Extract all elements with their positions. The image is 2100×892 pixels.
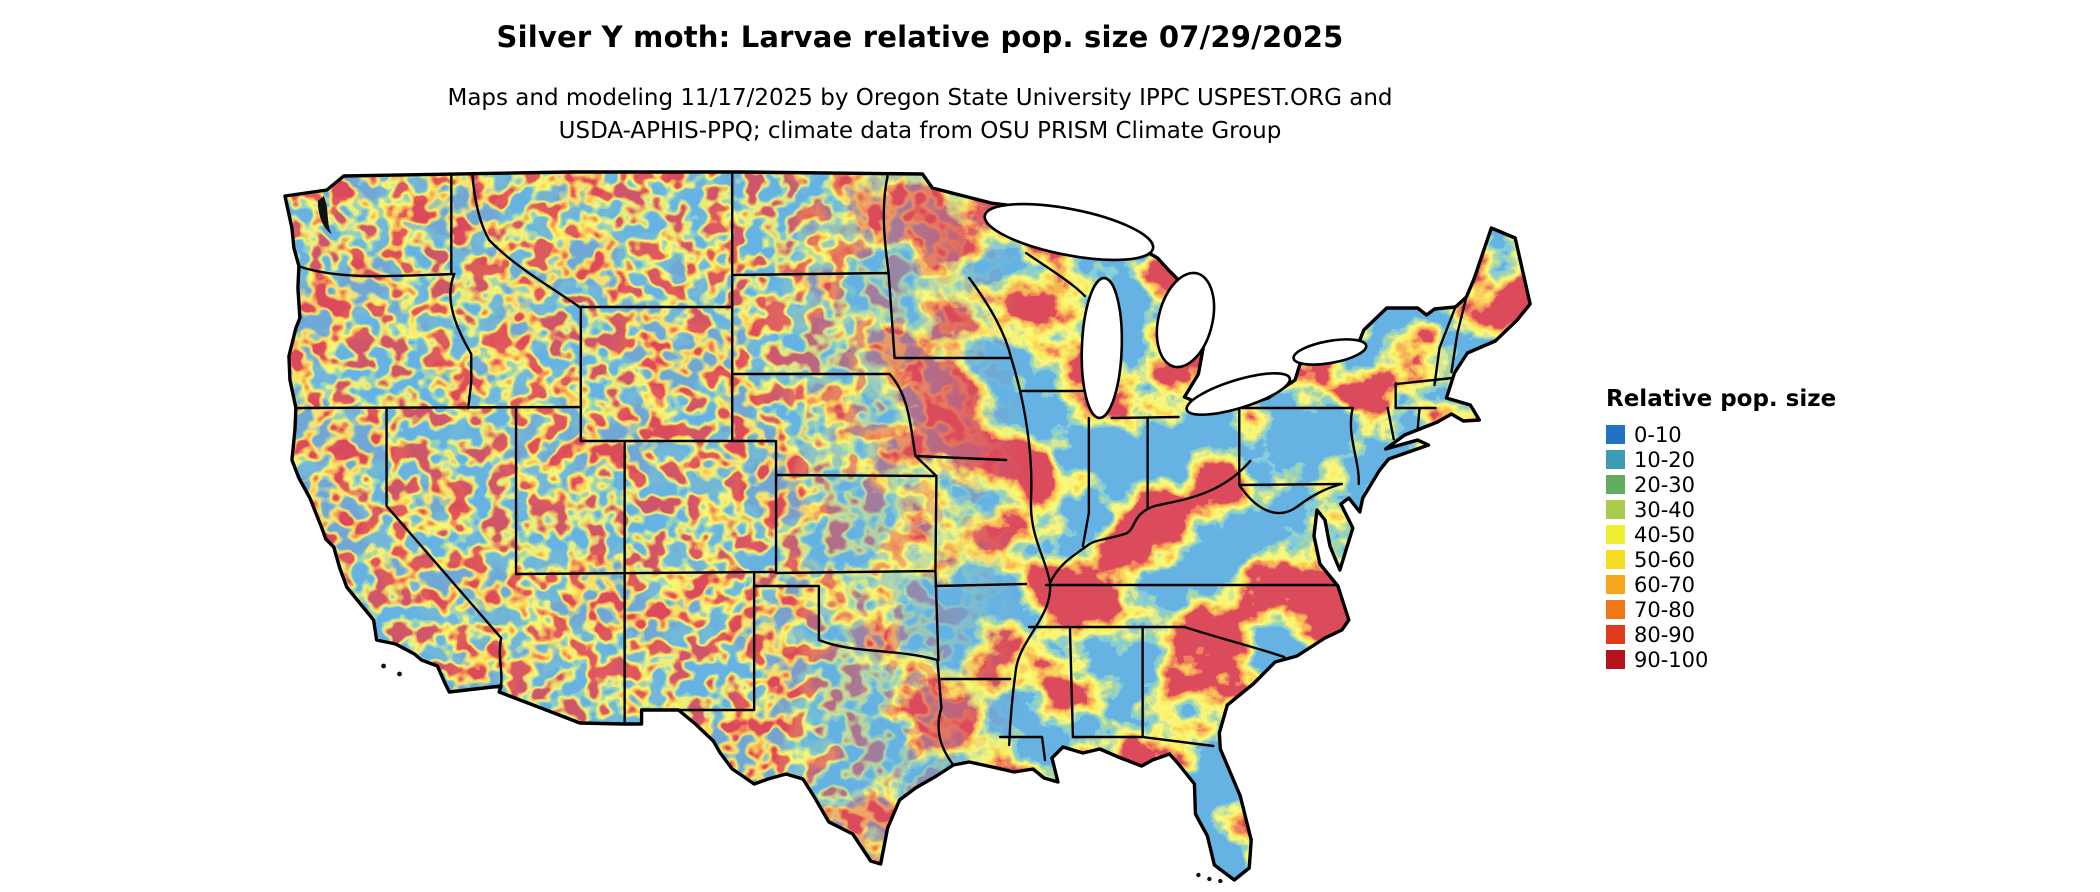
legend-swatch	[1606, 525, 1625, 544]
legend-swatch	[1606, 650, 1625, 669]
legend-item-label: 10-20	[1634, 447, 1696, 472]
state-borders	[294, 172, 1468, 767]
state-border-lines-south	[940, 251, 1340, 762]
lake-ontario	[1292, 338, 1368, 366]
legend-item: 90-100	[1606, 647, 1836, 672]
florida-keys	[1196, 872, 1201, 878]
legend-item: 50-60	[1606, 547, 1836, 572]
legend-items: 0-10 10-20 20-30 30-40 40-50 50-60 60-70…	[1606, 422, 1836, 672]
legend-item: 40-50	[1606, 522, 1836, 547]
legend-swatch	[1606, 500, 1625, 519]
legend-item: 80-90	[1606, 622, 1836, 647]
legend-item-label: 0-10	[1634, 422, 1682, 447]
florida-keys	[1218, 878, 1223, 883]
legend-swatch	[1606, 600, 1625, 619]
lake-superior	[983, 202, 1155, 262]
subtitle-line-2: USDA-APHIS-PPQ; climate data from OSU PR…	[558, 118, 1282, 144]
legend-item-label: 20-30	[1634, 472, 1696, 497]
population-raster-west-detail	[284, 172, 1531, 880]
subtitle: Maps and modeling 11/17/2025 by Oregon S…	[0, 82, 1840, 148]
state-border-lines-west	[294, 172, 778, 725]
legend-item: 60-70	[1606, 572, 1836, 597]
legend-item: 0-10	[1606, 422, 1836, 447]
legend-swatch	[1606, 575, 1625, 594]
legend-swatch	[1606, 450, 1625, 469]
legend-item-label: 90-100	[1634, 647, 1709, 672]
coastal-features	[317, 196, 1223, 883]
legend-title: Relative pop. size	[1606, 386, 1837, 412]
legend-swatch	[1606, 550, 1625, 569]
legend-item-label: 60-70	[1634, 572, 1696, 597]
great-lakes	[983, 202, 1368, 420]
lake-huron	[1155, 271, 1216, 369]
legend-swatch	[1606, 475, 1625, 494]
page-title: Silver Y moth: Larvae relative pop. size…	[496, 20, 1344, 54]
legend-swatch	[1606, 425, 1625, 444]
state-border-lines-plains	[677, 174, 1028, 767]
channel-islands	[397, 671, 402, 677]
lake-erie	[1185, 371, 1292, 417]
legend-item: 30-40	[1606, 497, 1836, 522]
florida-keys	[1207, 876, 1212, 882]
puget-sound	[317, 196, 332, 234]
legend-item: 10-20	[1606, 447, 1836, 472]
legend-item-label: 40-50	[1634, 522, 1696, 547]
legend: Relative pop. size 0-10 10-20 20-30 30-4…	[1606, 386, 1836, 672]
legend-item-label: 30-40	[1634, 497, 1696, 522]
state-border-lines-northeast	[1238, 295, 1468, 515]
legend-item: 70-80	[1606, 597, 1836, 622]
legend-item-label: 50-60	[1634, 547, 1696, 572]
raster-layer	[284, 172, 1531, 880]
legend-item: 20-30	[1606, 472, 1836, 497]
us-map-svg	[283, 170, 1532, 883]
legend-item-label: 70-80	[1634, 597, 1696, 622]
legend-item-label: 80-90	[1634, 622, 1696, 647]
lake-michigan	[1080, 276, 1124, 420]
subtitle-line-1: Maps and modeling 11/17/2025 by Oregon S…	[447, 85, 1393, 111]
legend-swatch	[1606, 625, 1625, 644]
channel-islands	[381, 663, 386, 669]
us-population-map	[272, 168, 1567, 883]
